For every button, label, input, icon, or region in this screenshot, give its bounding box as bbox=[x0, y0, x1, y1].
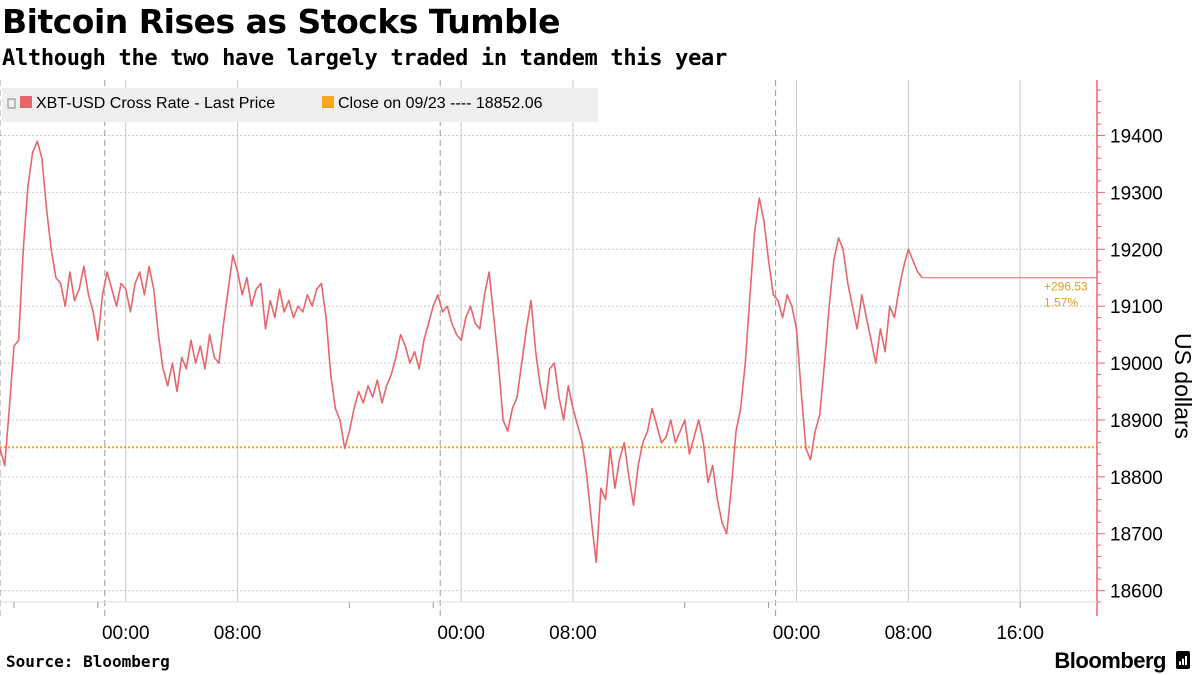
y-tick-label: 18800 bbox=[1110, 468, 1163, 489]
legend-handle-icon[interactable] bbox=[7, 98, 16, 109]
y-tick-label: 19300 bbox=[1110, 183, 1163, 204]
brand-logo: Bloomberg bbox=[1054, 648, 1166, 673]
price-chart: XBT-USD Cross Rate - Last Price Close on… bbox=[0, 80, 1196, 650]
y-tick-label: 19200 bbox=[1110, 240, 1163, 261]
chart-subtitle: Although the two have largely traded in … bbox=[2, 46, 727, 71]
x-date-label: 26 Sep 2022 bbox=[813, 648, 921, 650]
series-layer bbox=[0, 140, 1097, 563]
x-tick-label: 00:00 bbox=[773, 623, 821, 644]
legend-entry-close: Close on 09/23 ---- 18852.06 bbox=[338, 95, 543, 112]
time-separators bbox=[0, 80, 1021, 616]
x-tick-label: 00:00 bbox=[102, 623, 150, 644]
chart-title: Bitcoin Rises as Stocks Tumble bbox=[2, 2, 560, 41]
legend-swatch-close bbox=[322, 96, 334, 108]
source-note: Source: Bloomberg bbox=[6, 652, 170, 671]
last-change-percent: 1.57% bbox=[1044, 296, 1078, 310]
y-axis-ticks: 18600 18700 18800 18900 19000 19100 19200 19300… bbox=[1097, 89, 1163, 603]
x-tick-label: 00:00 bbox=[437, 623, 485, 644]
legend: XBT-USD Cross Rate - Last Price Close on… bbox=[2, 88, 598, 122]
y-axis-label: US dollars bbox=[1170, 333, 1196, 439]
y-tick-label: 18700 bbox=[1110, 525, 1163, 546]
y-tick-label: 18600 bbox=[1110, 582, 1163, 603]
x-axis-ticks: 00:00 24 Sep 2022 08:00 00:00 25 Sep 2022 08:… bbox=[0, 601, 1097, 650]
bloomberg-terminal-icon bbox=[1176, 651, 1190, 669]
y-tick-label: 19000 bbox=[1110, 354, 1163, 375]
x-tick-label: 08:00 bbox=[214, 623, 262, 644]
x-date-label: 24 Sep 2022 bbox=[142, 648, 250, 650]
y-tick-label: 19400 bbox=[1110, 127, 1163, 148]
x-date-label: 25 Sep 2022 bbox=[477, 648, 585, 650]
y-tick-label: 18900 bbox=[1110, 411, 1163, 432]
legend-entry-series: XBT-USD Cross Rate - Last Price bbox=[36, 95, 275, 112]
gridlines bbox=[0, 135, 1097, 592]
x-tick-label: 08:00 bbox=[549, 623, 597, 644]
y-tick-label: 19100 bbox=[1110, 297, 1163, 318]
legend-background bbox=[2, 88, 598, 122]
legend-swatch-series bbox=[20, 96, 32, 108]
x-tick-label: 16:00 bbox=[996, 623, 1044, 644]
series-line bbox=[0, 140, 923, 563]
x-tick-label: 08:00 bbox=[885, 623, 933, 644]
last-change-value: +296.53 bbox=[1044, 280, 1088, 294]
